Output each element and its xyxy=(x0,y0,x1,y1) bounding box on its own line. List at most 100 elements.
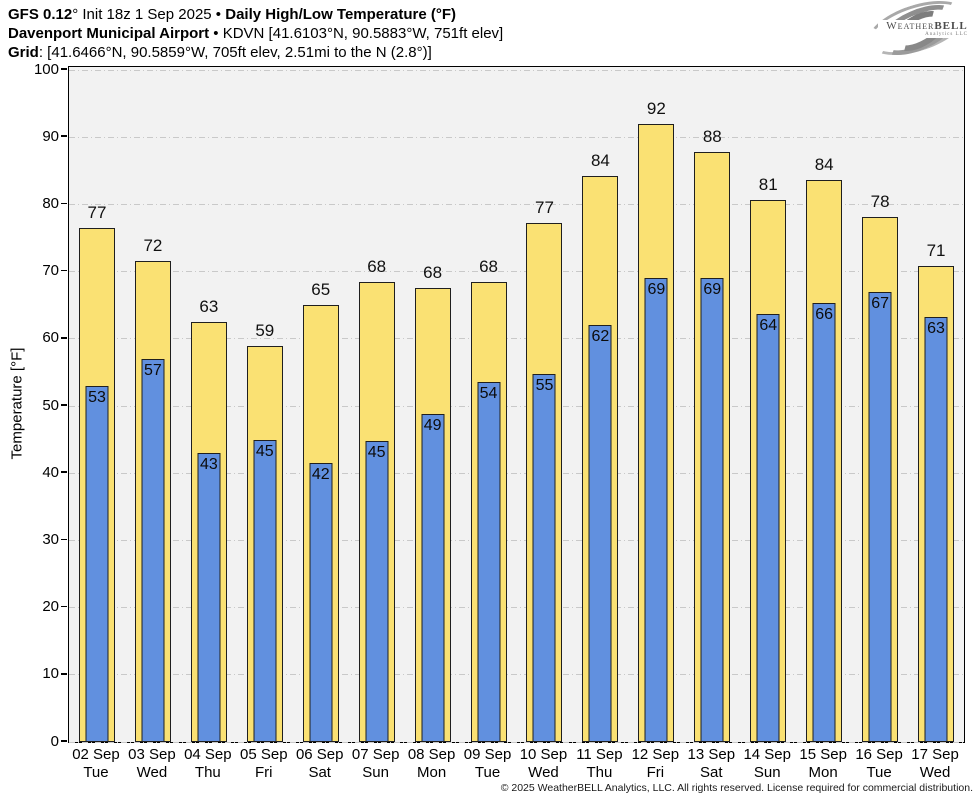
low-value-label: 54 xyxy=(479,384,498,402)
low-value-label: 45 xyxy=(367,443,386,461)
x-label-day: Wed xyxy=(919,764,951,781)
bar-column: 68 45 xyxy=(349,67,405,742)
high-value-label: 65 xyxy=(311,280,331,300)
gridline xyxy=(69,338,964,340)
high-value-label: 78 xyxy=(870,192,890,212)
y-tick-mark xyxy=(61,605,67,608)
low-bar xyxy=(756,313,780,742)
bar-column: 71 63 xyxy=(908,67,964,742)
low-bar xyxy=(924,316,948,742)
low-bar xyxy=(309,463,333,742)
gridline xyxy=(69,539,964,541)
y-tick-label: 20 xyxy=(42,598,59,616)
x-label-date: 14 Sep xyxy=(743,746,791,763)
low-bar xyxy=(197,453,221,742)
high-value-label: 68 xyxy=(479,257,498,277)
x-label-date: 15 Sep xyxy=(799,746,847,763)
high-value-label: 71 xyxy=(926,240,946,260)
bar-column: 78 67 xyxy=(852,67,908,742)
x-axis-label: 02 Sep Tue xyxy=(72,746,120,782)
logo-bell-text: BELL xyxy=(934,20,968,32)
bar-column: 68 49 xyxy=(405,67,461,742)
header-line-station: Davenport Municipal Airport • KDVN [41.6… xyxy=(8,24,503,43)
logo-weather-text: Weather xyxy=(886,20,935,32)
high-value-label: 63 xyxy=(199,297,219,316)
y-tick-label: 70 xyxy=(42,262,59,280)
gridline xyxy=(69,472,964,474)
x-label-date: 13 Sep xyxy=(687,746,736,763)
weatherbell-logo: WeatherBELL Analytics LLC xyxy=(861,0,976,66)
low-value-label: 42 xyxy=(311,466,330,484)
x-axis-label: 15 Sep Mon xyxy=(799,746,847,782)
x-label-date: 11 Sep xyxy=(576,746,623,763)
x-label-date: 03 Sep xyxy=(128,746,176,763)
x-label-day: Sat xyxy=(700,764,723,781)
high-value-label: 84 xyxy=(590,150,610,170)
low-bar xyxy=(477,381,501,742)
x-label-day: Mon xyxy=(416,764,447,781)
y-tick-label: 60 xyxy=(42,329,59,347)
high-value-label: 81 xyxy=(758,175,778,195)
y-tick-mark xyxy=(61,68,67,70)
y-tick-mark xyxy=(61,202,67,205)
y-tick-label: 40 xyxy=(42,463,59,481)
x-label-day: Thu xyxy=(194,764,221,781)
x-label-date: 02 Sep xyxy=(72,746,120,763)
x-label-date: 07 Sep xyxy=(351,746,400,763)
chart-title: Daily High/Low Temperature (°F) xyxy=(225,6,456,23)
y-tick-mark xyxy=(61,538,67,541)
chart-header: GFS 0.12° Init 18z 1 Sep 2025 • Daily Hi… xyxy=(8,5,503,62)
x-axis-label: 17 Sep Wed xyxy=(911,746,959,782)
x-label-date: 10 Sep xyxy=(519,746,568,763)
gridline xyxy=(69,674,964,676)
bar-column: 84 66 xyxy=(796,67,852,742)
low-bar xyxy=(85,385,109,742)
x-label-day: Sat xyxy=(308,764,331,781)
low-value-label: 53 xyxy=(88,388,106,406)
low-bar xyxy=(868,292,892,742)
gridline xyxy=(69,271,964,273)
low-bar xyxy=(365,440,389,742)
high-value-label: 92 xyxy=(646,99,666,119)
grid-details: : [41.6466°N, 90.5859°W, 705ft elev, 2.5… xyxy=(38,44,432,61)
x-label-day: Tue xyxy=(474,764,501,781)
x-label-day: Fri xyxy=(255,764,273,781)
high-bar xyxy=(358,282,395,742)
x-label-day: Sun xyxy=(362,764,390,781)
low-bar xyxy=(700,277,724,742)
x-label-day: Fri xyxy=(646,764,665,781)
y-tick-mark xyxy=(61,471,67,473)
high-value-label: 77 xyxy=(535,198,554,218)
grid-label: Grid xyxy=(8,44,39,61)
y-tick-mark xyxy=(61,740,67,742)
low-value-label: 66 xyxy=(815,305,834,323)
low-bar xyxy=(141,358,165,742)
y-tick-label: 50 xyxy=(42,396,59,414)
x-label-day: Sun xyxy=(753,764,781,781)
model-init-time: ° Init 18z 1 Sep 2025 • xyxy=(72,6,226,23)
y-tick-mark xyxy=(61,135,67,137)
x-axis-label: 16 Sep Tue xyxy=(855,746,903,782)
bar-column: 92 69 xyxy=(628,67,684,742)
x-label-day: Tue xyxy=(866,764,892,781)
x-label-date: 08 Sep xyxy=(407,746,456,763)
low-value-label: 45 xyxy=(255,443,274,461)
low-value-label: 63 xyxy=(927,319,945,337)
y-tick-label: 0 xyxy=(50,732,59,750)
header-line-model: GFS 0.12° Init 18z 1 Sep 2025 • Daily Hi… xyxy=(8,5,503,24)
gridline xyxy=(69,607,964,609)
x-axis-label: 04 Sep Thu xyxy=(184,746,232,782)
bar-column: 81 64 xyxy=(740,67,796,742)
low-value-label: 69 xyxy=(647,280,666,298)
high-value-label: 72 xyxy=(143,235,163,255)
y-tick-mark xyxy=(61,404,67,406)
y-axis-title: Temperature [°F] xyxy=(8,347,26,460)
x-axis-label: 11 Sep Thu xyxy=(576,746,622,782)
low-value-label: 49 xyxy=(423,417,442,435)
bar-column: 65 42 xyxy=(293,67,349,742)
x-label-date: 05 Sep xyxy=(240,746,288,763)
logo-wordmark: WeatherBELL Analytics LLC xyxy=(878,20,976,38)
y-tick-label: 80 xyxy=(42,194,59,212)
high-value-label: 88 xyxy=(702,126,722,146)
